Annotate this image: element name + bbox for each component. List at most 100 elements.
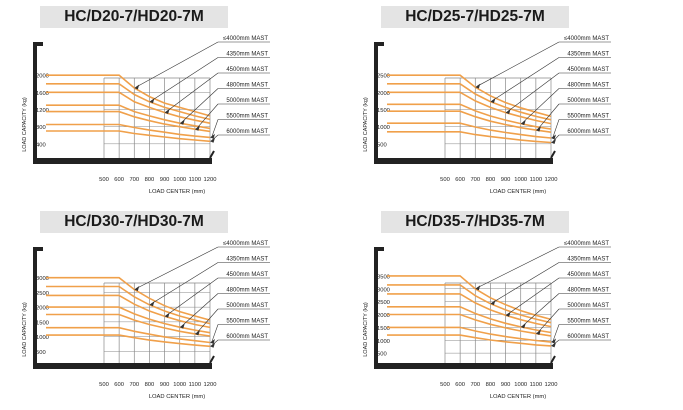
legend-arrow [505, 109, 511, 115]
series-line [46, 306, 211, 334]
legend-arrow [164, 109, 170, 115]
legend-label: 5000mm MAST [226, 98, 268, 104]
y-tick-label: 2500 [36, 291, 49, 297]
x-axis-label: LOAD CENTER (mm) [149, 394, 205, 400]
y-tick-label: 2000 [36, 74, 49, 80]
legend-arrow [551, 134, 556, 140]
y-tick-label: 2000 [377, 91, 390, 97]
series-line [387, 122, 552, 139]
y-tick-label: 500 [36, 350, 46, 356]
legend-arrow [149, 301, 155, 307]
legend-leader [552, 119, 560, 138]
legend-label: 5000mm MAST [567, 98, 609, 104]
legend-label: ≤4000mm MAST [564, 241, 609, 247]
y-tick-label: 500 [377, 142, 387, 148]
series-line [387, 91, 552, 125]
y-tick-label: 1500 [377, 108, 390, 114]
legend-arrow [551, 342, 556, 348]
legend-leader [181, 293, 219, 327]
fork-bar-bottom [374, 363, 553, 369]
series-line [46, 104, 211, 130]
mast-bar-vertical [33, 247, 43, 366]
legend-label: 5000mm MAST [226, 303, 268, 309]
legend-label: 5000mm MAST [567, 303, 609, 309]
series-line [387, 284, 552, 324]
y-tick-label: 3000 [377, 287, 390, 293]
x-axis-label: LOAD CENTER (mm) [149, 189, 205, 195]
y-tick-label: 800 [36, 125, 46, 131]
y-tick-label: 1500 [36, 320, 49, 326]
legend-label: 5500mm MAST [226, 114, 268, 120]
x-tick-label: 500 [440, 382, 450, 388]
series-line [387, 131, 552, 144]
legend-leader [181, 88, 219, 123]
fork-bar-bottom [374, 158, 553, 164]
series-line [387, 110, 552, 133]
legend-label: 4350mm MAST [226, 52, 268, 58]
legend-arrow [194, 125, 200, 131]
y-tick-label: 400 [36, 142, 46, 148]
legend-leader [196, 103, 219, 129]
legend-leader [211, 119, 219, 137]
series-line [46, 294, 211, 329]
y-tick-label: 2500 [377, 74, 390, 80]
y-tick-label: 2000 [377, 313, 390, 319]
legend-arrow [551, 138, 556, 144]
x-tick-label: 600 [455, 382, 465, 388]
x-tick-label: 700 [129, 177, 139, 183]
legend-arrow [210, 338, 215, 344]
x-tick-label: 1000 [514, 177, 527, 183]
legend-label: 4800mm MAST [567, 288, 609, 294]
chart-title: HC/D35-7/HD35-7M [381, 211, 569, 233]
series-line [387, 74, 552, 118]
series-line [46, 130, 211, 143]
mast-bar-vertical [33, 42, 43, 161]
x-tick-label: 800 [145, 177, 155, 183]
y-tick-label: 500 [377, 352, 387, 358]
x-tick-label: 700 [129, 382, 139, 388]
legend-arrow [535, 126, 541, 132]
y-tick-label: 1000 [36, 335, 49, 341]
legend-label: 4500mm MAST [226, 272, 268, 278]
legend-label: 4800mm MAST [226, 288, 268, 294]
legend-arrow [490, 98, 496, 104]
x-axis-label: LOAD CENTER (mm) [490, 394, 546, 400]
legend-leader [477, 41, 560, 87]
legend-leader [166, 277, 219, 316]
chart-panel: HC/D25-7/HD25-7M 500 1000 1500 2000 2500 500 60… [341, 0, 682, 205]
x-tick-label: 1100 [530, 382, 542, 388]
legend-leader [136, 41, 219, 88]
x-tick-label: 800 [145, 382, 155, 388]
x-tick-label: 1200 [204, 382, 217, 388]
legend-leader [522, 88, 560, 123]
legend-leader [477, 246, 560, 289]
fork-bar-bottom [33, 363, 212, 369]
legend-label: 6000mm MAST [567, 334, 609, 340]
x-tick-label: 700 [470, 177, 480, 183]
legend-arrow [505, 311, 511, 317]
legend-leader [537, 308, 560, 333]
mast-bar-vertical [374, 247, 384, 366]
legend-label: 4350mm MAST [567, 52, 609, 58]
y-tick-label: 3500 [377, 274, 390, 280]
legend-leader [522, 293, 560, 327]
chart-panel: HC/D20-7/HD20-7M 400 800 1200 1600 2000 500 600… [0, 0, 341, 205]
legend-arrow [520, 323, 526, 329]
chart-svg: 400 800 1200 1600 2000 500 600 700 800 900 1000 110… [22, 36, 270, 195]
legend-arrow [475, 83, 481, 89]
series-line [387, 334, 552, 347]
legend-arrow [535, 330, 541, 336]
y-axis-label: LOAD CAPACITY (kg) [22, 302, 28, 357]
x-tick-label: 900 [160, 382, 170, 388]
x-tick-label: 800 [486, 382, 496, 388]
mast-bar-vertical [374, 42, 384, 161]
series-line [46, 91, 211, 124]
legend-leader [507, 277, 560, 315]
x-tick-label: 1000 [173, 177, 186, 183]
fork-tip [209, 150, 215, 159]
legend-leader [537, 103, 560, 130]
series-line [46, 313, 211, 337]
legend-leader [136, 246, 219, 289]
legend-arrow [134, 84, 140, 90]
y-tick-label: 1000 [377, 125, 390, 131]
